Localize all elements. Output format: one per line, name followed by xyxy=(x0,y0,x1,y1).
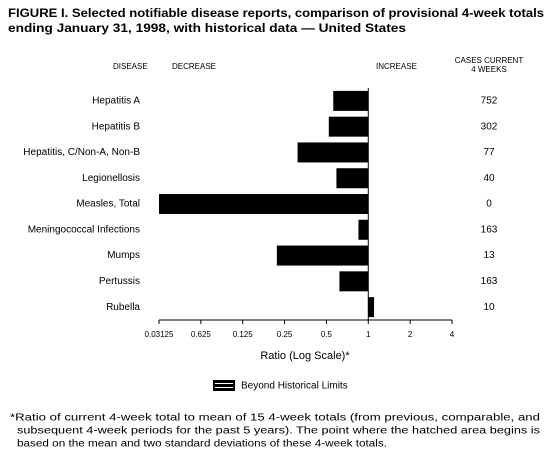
column-header: DISEASE xyxy=(113,62,148,71)
y-tick-label: Pertussis xyxy=(99,276,140,287)
bar xyxy=(333,90,369,111)
cases-label: 13 xyxy=(483,250,495,261)
x-tick-label: 0.25 xyxy=(277,330,293,339)
y-tick-label: Mumps xyxy=(107,250,140,261)
bar xyxy=(339,271,369,292)
column-header: DECREASE xyxy=(172,62,216,71)
cases-label: 10 xyxy=(483,302,495,313)
bar xyxy=(368,297,375,318)
bar xyxy=(328,116,369,137)
column-header: INCREASE xyxy=(376,62,417,71)
chart-title: FIGURE I. Selected notifiable disease re… xyxy=(8,6,544,20)
footnote: subsequent 4-week periods for the past 5… xyxy=(17,426,540,437)
chart-title: ending January 31, 1998, with historical… xyxy=(8,21,406,35)
column-header: CASES CURRENT xyxy=(455,56,524,65)
x-tick-label: 0.5 xyxy=(321,330,333,339)
cases-label: 77 xyxy=(483,147,495,158)
y-tick-label: Hepatitis, C/Non-A, Non-B xyxy=(23,147,140,158)
cases-label: 163 xyxy=(481,276,498,287)
y-tick-label: Hepatitis B xyxy=(92,121,141,132)
cases-label: 752 xyxy=(481,96,498,107)
x-tick-label: 0.625 xyxy=(191,330,212,339)
x-tick-label: 1 xyxy=(366,330,371,339)
y-tick-label: Rubella xyxy=(106,302,140,313)
x-tick-label: 2 xyxy=(408,330,413,339)
bar xyxy=(276,245,369,266)
bar xyxy=(159,194,369,214)
cases-label: 163 xyxy=(481,224,498,235)
footnote: based on the mean and two standard devia… xyxy=(17,439,387,450)
x-tick-label: 0.125 xyxy=(233,330,254,339)
cases-label: 0 xyxy=(486,199,492,210)
legend-label: Beyond Historical Limits xyxy=(241,381,348,392)
y-tick-label: Meningococcal Infections xyxy=(28,224,140,235)
column-header: 4 WEEKS xyxy=(471,65,507,74)
x-axis-label: Ratio (Log Scale)* xyxy=(260,350,350,362)
cases-label: 40 xyxy=(483,173,495,184)
y-tick-label: Measles, Total xyxy=(76,199,140,210)
cases-label: 302 xyxy=(481,121,498,132)
bar xyxy=(336,168,369,189)
legend-swatch xyxy=(213,380,235,391)
footnote: *Ratio of current 4-week total to mean o… xyxy=(10,413,540,424)
legend: Beyond Historical Limits xyxy=(213,380,348,392)
bar xyxy=(297,142,369,163)
x-tick-label: 4 xyxy=(450,330,455,339)
y-tick-label: Legionellosis xyxy=(82,173,140,184)
y-tick-label: Hepatitis A xyxy=(92,96,140,107)
x-tick-label: 0.03125 xyxy=(145,330,174,339)
bar xyxy=(358,219,369,240)
